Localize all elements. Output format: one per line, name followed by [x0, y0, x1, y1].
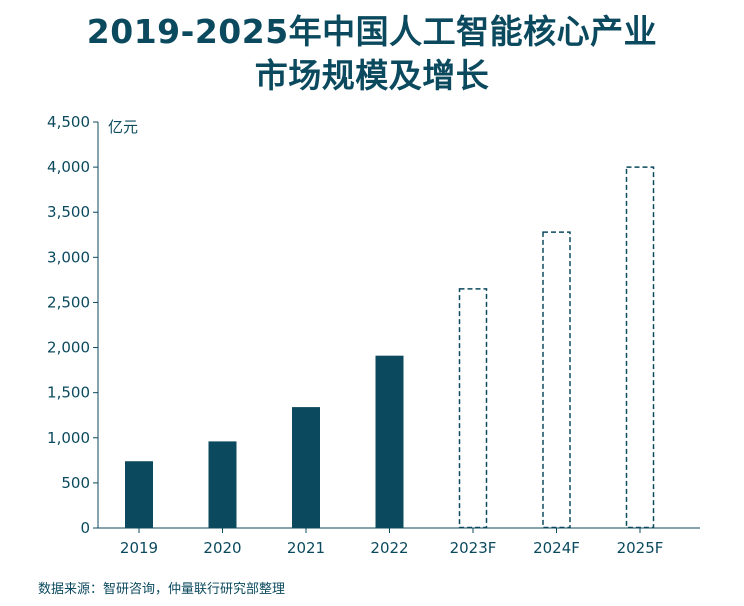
source-note: 数据来源：智研咨询，仲量联行研究部整理: [38, 582, 286, 597]
x-tick-label: 2022: [370, 539, 408, 557]
x-tick-label: 2021: [287, 539, 325, 557]
chart-title-line-2: 市场规模及增长: [254, 56, 490, 95]
chart-title: 2019-2025年中国人工智能核心产业 市场规模及增长: [0, 10, 744, 98]
y-tick-label: 1,500: [47, 384, 90, 402]
forecast-bar: [542, 231, 571, 529]
x-tick-label: 2023F: [450, 539, 497, 557]
y-tick-label: 2,000: [47, 339, 90, 357]
chart-title-line-1: 2019-2025年中国人工智能核心产业: [86, 12, 658, 51]
forecast-bar: [458, 288, 488, 529]
bar: [208, 441, 237, 528]
y-tick-label: 1,000: [47, 429, 90, 447]
y-tick-label: 4,500: [47, 113, 90, 131]
y-tick-label: 3,500: [47, 203, 90, 221]
bar: [125, 461, 153, 528]
y-tick-label: 500: [61, 474, 90, 492]
x-tick-label: 2019: [120, 539, 158, 557]
x-tick-label: 2025F: [617, 539, 664, 557]
y-tick-label: 0: [80, 519, 90, 537]
y-axis-label: 亿元: [108, 118, 138, 136]
y-tick-label: 4,000: [47, 158, 90, 176]
y-tick-label: 2,500: [47, 293, 90, 311]
x-tick-label: 2020: [203, 539, 241, 557]
forecast-bar: [625, 166, 655, 529]
y-tick-label: 3,000: [47, 248, 90, 266]
x-tick-label: 2024F: [533, 539, 580, 557]
bar: [292, 407, 320, 528]
bar: [375, 355, 404, 528]
